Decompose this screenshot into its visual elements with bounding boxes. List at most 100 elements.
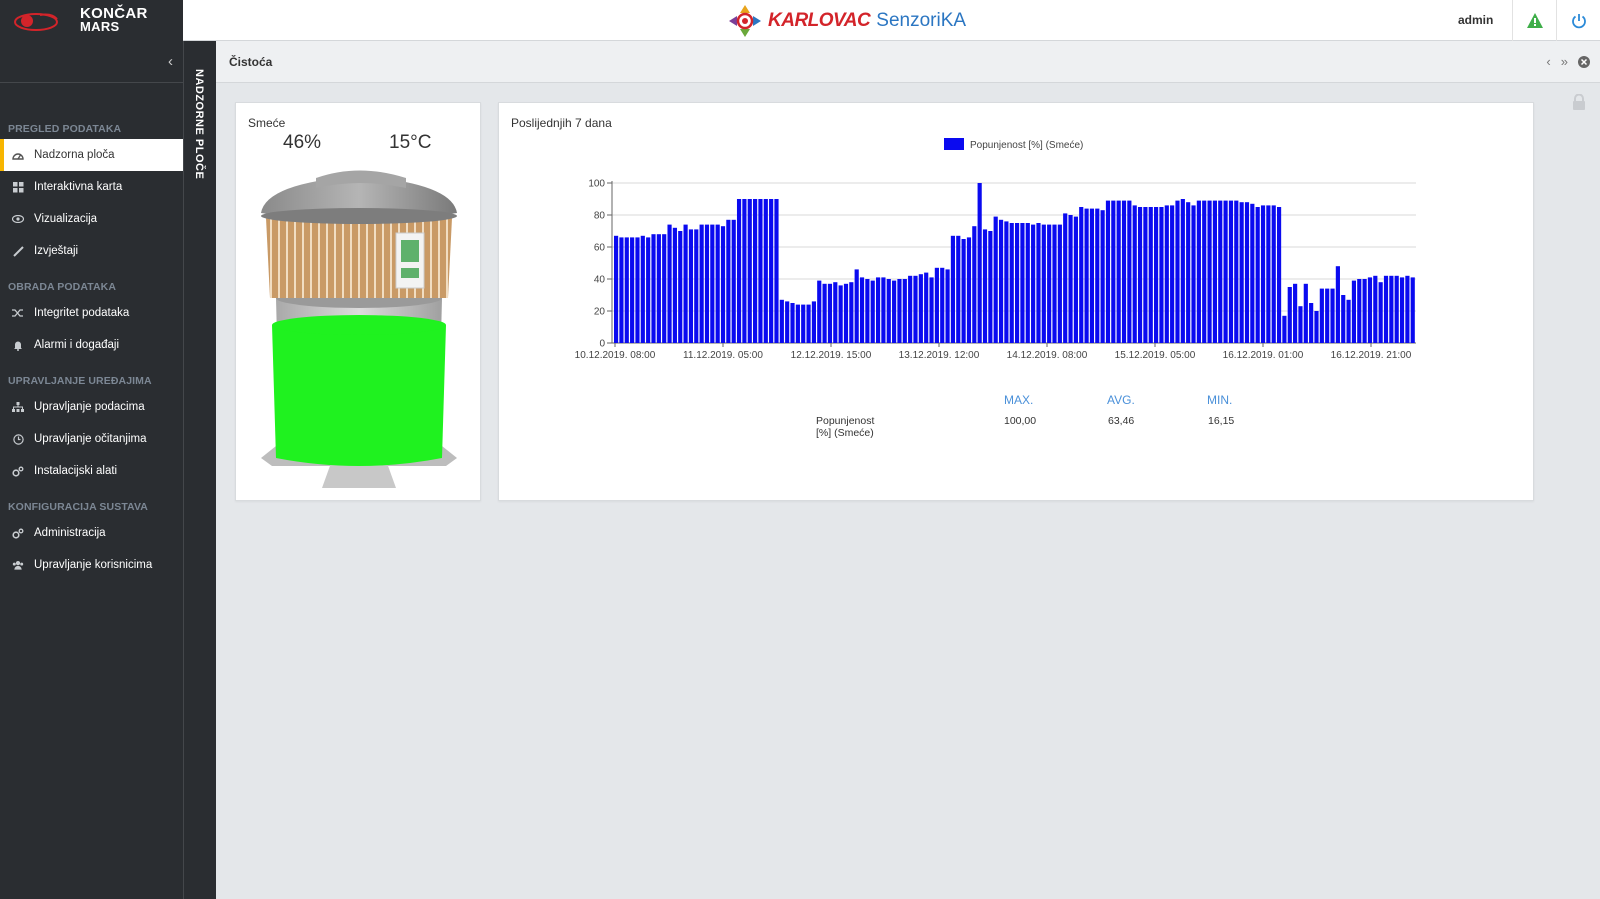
bar — [1047, 224, 1052, 343]
bar — [1244, 202, 1250, 343]
bar — [1127, 200, 1132, 343]
bar — [1121, 200, 1127, 343]
bar — [1341, 295, 1346, 343]
bar — [1063, 213, 1068, 343]
bar — [763, 199, 768, 343]
sidebar-item-izvještaji[interactable]: Izvještaji — [0, 235, 183, 267]
sidebar-item-integritet-podataka[interactable]: Integritet podataka — [0, 297, 183, 329]
bar — [1234, 200, 1239, 343]
user-name[interactable]: admin — [1458, 13, 1494, 27]
bar — [961, 239, 966, 343]
sidebar-item-upravljanje-očitanjima[interactable]: Upravljanje očitanjima — [0, 423, 183, 455]
header-controls: ‹ » — [1546, 54, 1590, 69]
bar — [758, 199, 763, 343]
bar — [704, 224, 710, 343]
top-header: KONČAR MARS KARLOVAC SenzoriKA admin — [0, 0, 1600, 41]
bar — [1271, 205, 1276, 343]
bar — [913, 275, 918, 343]
bar — [1041, 224, 1046, 343]
sidebar-item-instalacijski-alati[interactable]: Instalacijski alati — [0, 455, 183, 487]
brand-area[interactable]: KONČAR MARS — [0, 0, 183, 41]
senzorika-logo-icon — [729, 5, 761, 37]
sidebar-item-label: Integritet podataka — [34, 307, 130, 319]
shuffle-icon — [12, 307, 24, 319]
bar — [1314, 311, 1319, 343]
sidebar-item-alarmi-i-događaji[interactable]: Alarmi i događaji — [0, 329, 183, 361]
bar — [982, 229, 988, 343]
bar — [854, 269, 859, 343]
bar — [1143, 207, 1148, 343]
bar — [1025, 223, 1030, 343]
bar — [843, 283, 849, 343]
bar — [827, 283, 833, 343]
bar — [683, 224, 688, 343]
bar — [924, 272, 929, 343]
bar — [1073, 216, 1078, 343]
bar — [1105, 200, 1111, 343]
bar — [1303, 283, 1308, 343]
bar — [1228, 200, 1234, 343]
bar — [1298, 306, 1303, 343]
y-tick-label: 100 — [588, 179, 605, 190]
sidebar-item-label: Administracija — [34, 527, 106, 539]
sidebar-item-upravljanje-korisnicima[interactable]: Upravljanje korisnicima — [0, 549, 183, 581]
lock-icon[interactable] — [1572, 94, 1586, 110]
bar — [753, 199, 758, 343]
bar — [902, 279, 907, 343]
bar — [1031, 224, 1036, 343]
sidebar-item-vizualizacija[interactable]: Vizualizacija — [0, 203, 183, 235]
logout-button[interactable] — [1556, 0, 1600, 41]
bar — [1170, 205, 1175, 343]
bar — [1154, 207, 1159, 343]
sidebar-item-administracija[interactable]: Administracija — [0, 517, 183, 549]
bar — [1266, 205, 1271, 343]
close-circle-icon[interactable] — [1578, 55, 1590, 68]
bar — [1100, 210, 1105, 343]
bar — [1218, 200, 1223, 343]
double-chevron-right-icon[interactable]: » — [1560, 54, 1568, 69]
sidebar-section-title: OBRADA PODATAKA — [8, 281, 117, 293]
bar — [998, 219, 1004, 343]
sidebar-item-nadzorna-ploča[interactable]: Nadzorna ploča — [0, 139, 183, 171]
bar — [1175, 200, 1180, 343]
bar — [1095, 208, 1100, 343]
bar — [1335, 266, 1340, 343]
sidebar-item-label: Nadzorna ploča — [34, 149, 115, 161]
sidebar-item-label: Izvještaji — [34, 245, 79, 257]
stat-header-max: MAX. — [1004, 393, 1034, 407]
stat-header-min: MIN. — [1207, 393, 1233, 407]
sidebar-section-title: UPRAVLJANJE UREĐAJIMA — [8, 375, 152, 387]
bar — [1212, 200, 1217, 343]
chart-widget: Poslijednjih 7 dana Popunjenost [%] (Sme… — [498, 102, 1534, 501]
karlovac-wordmark: KARLOVAC — [768, 10, 871, 31]
alert-button[interactable] — [1512, 0, 1556, 41]
dashboards-rail[interactable]: NADZORNE PLOČE — [183, 41, 216, 899]
bar — [1196, 200, 1201, 343]
bar — [635, 237, 640, 343]
bar — [651, 234, 656, 343]
dashboard-icon — [12, 149, 24, 161]
bar — [1410, 277, 1415, 343]
karlovac-logo: KARLOVAC SenzoriKA — [728, 4, 966, 38]
bar — [940, 267, 945, 343]
bar — [619, 237, 624, 343]
bar — [747, 199, 752, 343]
chevron-left-icon[interactable]: ‹ — [168, 53, 173, 70]
brand-line1: KONČAR — [80, 5, 148, 22]
sidebar-item-label: Upravljanje korisnicima — [34, 559, 153, 571]
sidebar-item-interaktivna-karta[interactable]: Interaktivna karta — [0, 171, 183, 203]
sidebar-item-upravljanje-podacima[interactable]: Upravljanje podacima — [0, 391, 183, 423]
bar — [624, 237, 629, 343]
bar — [795, 304, 800, 343]
bar — [779, 299, 784, 343]
y-tick-label: 40 — [594, 275, 606, 286]
bar — [1239, 202, 1244, 343]
bar — [977, 183, 982, 343]
bar — [1020, 223, 1025, 343]
stat-value-max: 100,00 — [1004, 415, 1037, 427]
bar — [897, 279, 902, 343]
bin-widget: Smeće 46% 15°C — [235, 102, 481, 501]
bar — [1009, 223, 1014, 343]
chevron-left-icon[interactable]: ‹ — [1546, 54, 1551, 69]
